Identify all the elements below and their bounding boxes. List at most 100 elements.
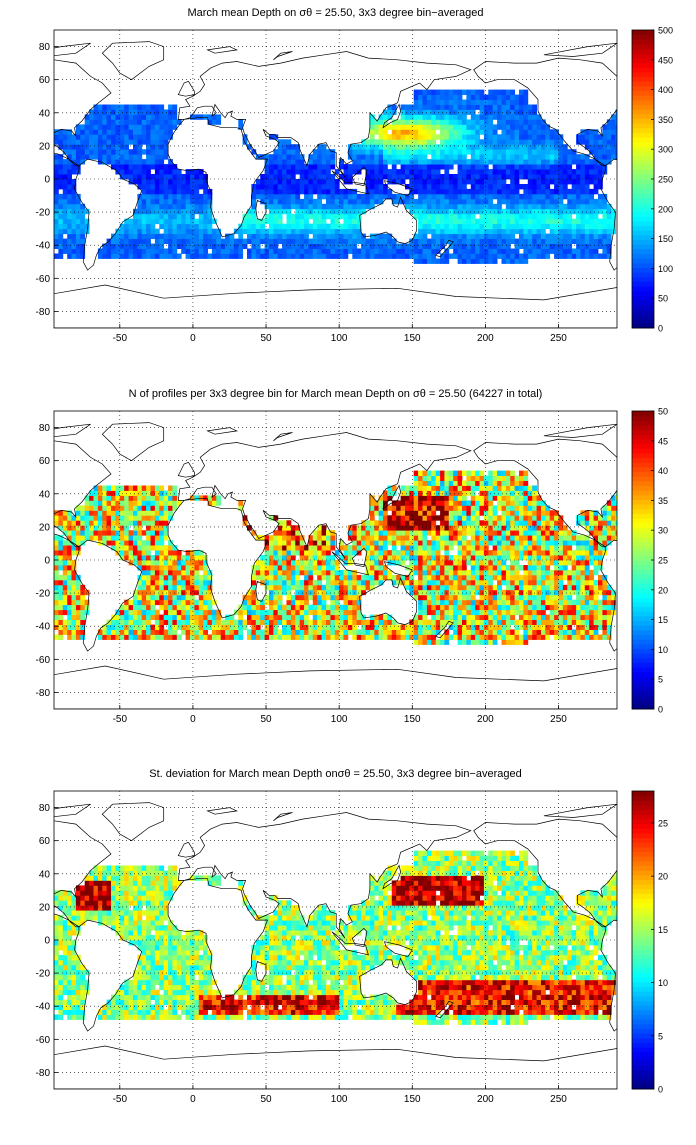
data-cell	[431, 540, 436, 545]
colorbar-tick-label: 450	[658, 55, 673, 65]
data-cell	[282, 194, 287, 199]
data-cell	[427, 95, 432, 100]
data-cell	[585, 209, 590, 214]
data-cell	[348, 555, 353, 560]
data-cell	[194, 229, 199, 234]
data-cell	[58, 134, 63, 139]
data-cell	[273, 610, 278, 615]
data-cell	[352, 585, 357, 590]
data-cell	[475, 114, 480, 119]
data-cell	[164, 239, 169, 244]
data-cell	[85, 129, 90, 134]
data-cell	[269, 249, 274, 254]
data-cell	[146, 224, 151, 229]
data-cell	[537, 124, 542, 129]
data-cell	[519, 159, 524, 164]
data-cell	[199, 114, 204, 119]
data-cell	[563, 234, 568, 239]
data-cell	[313, 560, 318, 565]
data-cell	[72, 565, 77, 570]
data-cell	[370, 560, 375, 565]
data-cell	[449, 555, 454, 560]
data-cell	[405, 635, 410, 640]
data-cell	[287, 144, 292, 149]
data-cell	[146, 199, 151, 204]
data-cell	[124, 224, 129, 229]
data-cell	[151, 560, 156, 565]
data-cell	[85, 154, 90, 159]
data-cell	[418, 565, 423, 570]
data-cell	[475, 149, 480, 154]
data-cell	[453, 95, 458, 100]
data-cell	[431, 249, 436, 254]
data-cell	[344, 630, 349, 635]
data-cell	[572, 204, 577, 209]
data-cell	[155, 590, 160, 595]
data-cell	[396, 119, 401, 124]
data-cell	[427, 100, 432, 105]
data-cell	[155, 615, 160, 620]
data-cell	[172, 595, 177, 600]
data-cell	[567, 249, 572, 254]
data-cell	[458, 575, 463, 580]
data-cell	[444, 144, 449, 149]
data-cell	[85, 134, 90, 139]
data-cell	[594, 204, 599, 209]
data-cell	[567, 149, 572, 154]
data-cell	[554, 224, 559, 229]
data-cell	[168, 224, 173, 229]
data-cell	[550, 144, 555, 149]
data-cell	[537, 254, 542, 259]
data-cell	[251, 625, 256, 630]
data-cell	[361, 530, 366, 535]
data-cell	[194, 249, 199, 254]
data-cell	[282, 234, 287, 239]
data-cell	[194, 580, 199, 585]
data-cell	[54, 179, 59, 184]
data-cell	[159, 149, 164, 154]
data-cell	[392, 535, 397, 540]
data-cell	[409, 204, 414, 209]
data-cell	[462, 139, 467, 144]
data-cell	[344, 570, 349, 575]
data-cell	[133, 254, 138, 259]
data-cell	[458, 110, 463, 115]
data-cell	[181, 244, 186, 249]
data-cell	[300, 555, 305, 560]
data-cell	[352, 199, 357, 204]
data-cell	[80, 214, 85, 219]
data-cell	[352, 635, 357, 640]
data-cell	[374, 189, 379, 194]
data-cell	[308, 244, 313, 249]
data-cell	[265, 570, 270, 575]
data-cell	[348, 219, 353, 224]
data-cell	[63, 555, 68, 560]
data-cell	[471, 174, 476, 179]
data-cell	[515, 164, 520, 169]
data-cell	[379, 129, 384, 134]
data-cell	[243, 625, 248, 630]
data-cell	[458, 90, 463, 95]
data-cell	[67, 214, 72, 219]
data-cell	[528, 144, 533, 149]
data-cell	[532, 184, 537, 189]
data-cell	[273, 249, 278, 254]
data-cell	[142, 550, 147, 555]
data-cell	[484, 224, 489, 229]
data-cell	[497, 159, 502, 164]
data-cell	[598, 139, 603, 144]
data-cell	[519, 119, 524, 124]
data-cell	[515, 174, 520, 179]
data-cell	[124, 139, 129, 144]
data-cell	[374, 505, 379, 510]
data-cell	[115, 234, 120, 239]
data-cell	[199, 239, 204, 244]
data-cell	[523, 204, 528, 209]
data-cell	[484, 129, 489, 134]
data-cell	[453, 491, 458, 496]
data-cell	[348, 590, 353, 595]
data-cell	[387, 535, 392, 540]
data-cell	[225, 254, 230, 259]
data-cell	[58, 540, 63, 545]
data-cell	[308, 575, 313, 580]
